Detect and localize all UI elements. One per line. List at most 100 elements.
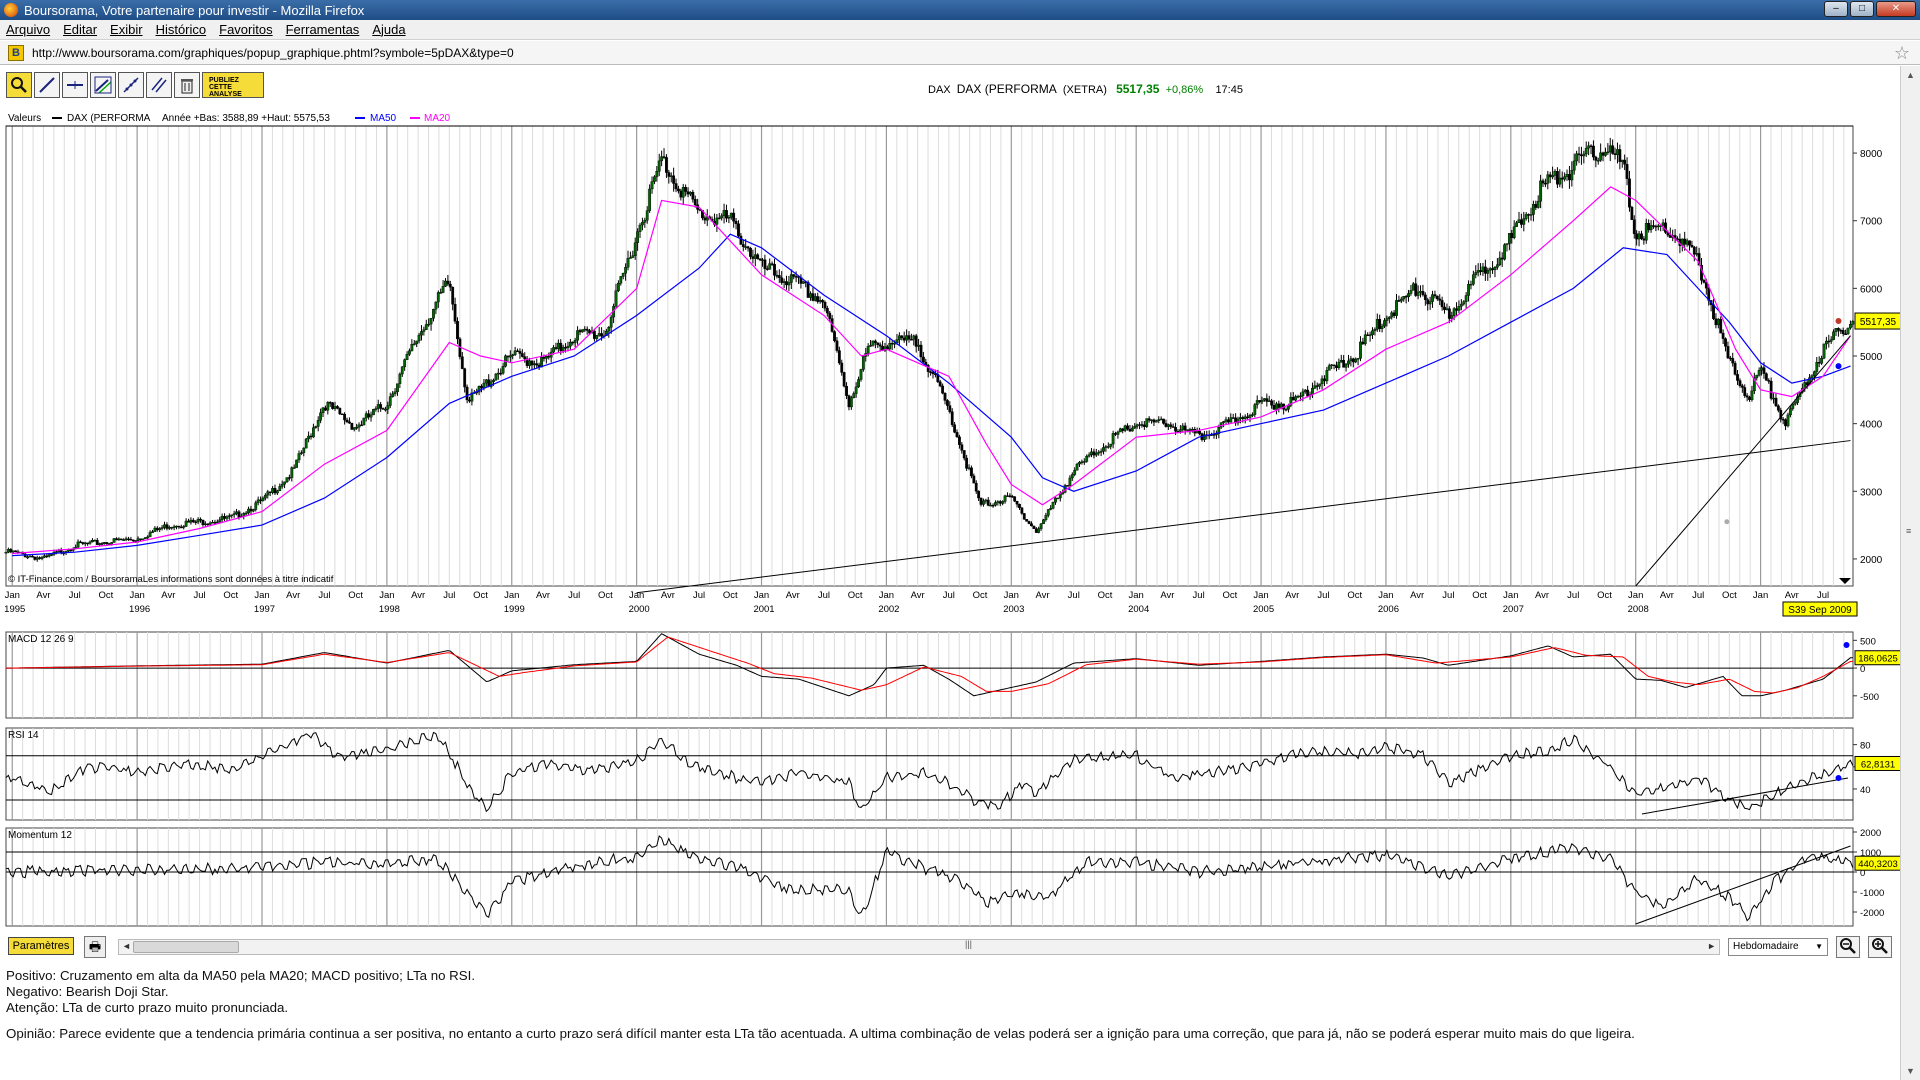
print-icon[interactable]: 🖶	[84, 936, 106, 958]
candle-body	[655, 171, 659, 178]
candle-body	[1147, 418, 1151, 421]
period-select[interactable]: Hebdomadaire ▼	[1728, 938, 1828, 956]
parallel-lines-icon[interactable]	[146, 72, 172, 98]
candle-body	[307, 435, 310, 440]
candle-body	[592, 330, 596, 339]
candle-body	[355, 427, 359, 429]
menu-editar[interactable]: Editar	[63, 22, 98, 37]
candle-body	[811, 293, 815, 301]
candle-body	[278, 486, 282, 492]
candle-body	[501, 365, 505, 374]
candle-body	[333, 406, 337, 409]
menu-favoritos[interactable]: Favoritos	[219, 22, 273, 37]
close-button[interactable]: ✕	[1876, 1, 1916, 17]
candle-body	[352, 427, 356, 430]
vertical-scrollbar[interactable]: ▲ ≡ ▼	[1900, 66, 1920, 1080]
candle-body	[211, 522, 214, 524]
x-tick-month: Jul	[568, 590, 580, 601]
candle-body	[1001, 501, 1005, 504]
horizontal-scrollbar[interactable]: ◄ ||| ►	[118, 939, 1720, 955]
horizontal-line-icon[interactable]	[62, 72, 88, 98]
publish-analysis-button[interactable]: PUBLIEZ CETTE ANALYSE	[202, 72, 264, 98]
candle-body	[1757, 370, 1761, 376]
candle-body	[412, 343, 416, 346]
candle-body	[297, 453, 301, 461]
x-tick-month: Jan	[5, 590, 20, 601]
address-bar[interactable]: B http://www.boursorama.com/graphiques/p…	[0, 41, 1920, 65]
candle-body	[1649, 225, 1653, 231]
menu-arquivo[interactable]: Arquivo	[6, 22, 51, 37]
candle-body	[249, 508, 253, 512]
bookmark-star-icon[interactable]: ☆	[1893, 43, 1910, 63]
candle-body	[110, 542, 114, 545]
scroll-up-icon[interactable]: ▲	[1906, 70, 1915, 80]
candle-body	[1349, 358, 1353, 362]
x-tick-month: Jul	[1317, 590, 1329, 601]
scroll-left-icon[interactable]: ◄	[122, 941, 131, 951]
ma50-line	[12, 233, 1851, 557]
trendline-short	[1635, 335, 1851, 587]
candle-body	[1849, 324, 1852, 329]
candle-body	[1255, 400, 1259, 405]
candle-body	[568, 341, 572, 347]
candle-body	[456, 321, 459, 340]
candle-body	[919, 344, 923, 358]
scroll-down-icon[interactable]: ▼	[1906, 1066, 1915, 1076]
candle-body	[1834, 328, 1838, 332]
zoom-icon[interactable]	[6, 72, 32, 98]
candle-body	[1008, 495, 1012, 497]
candle-body	[1082, 461, 1086, 463]
window-title: Boursorama, Votre partenaire pour invest…	[24, 2, 365, 18]
candle-body	[1443, 306, 1446, 311]
candle-body	[143, 537, 147, 539]
fibonacci-icon[interactable]	[118, 72, 144, 98]
date-badge-text: S39 Sep 2009	[1788, 605, 1852, 616]
candle-body	[842, 372, 846, 387]
candle-body	[50, 554, 54, 556]
scroll-grip-icon[interactable]: ≡	[1906, 526, 1912, 536]
y-tick-label: 2000	[1860, 828, 1881, 839]
parameters-button[interactable]: Paramètres	[8, 937, 74, 955]
menu-exibir[interactable]: Exibir	[110, 22, 143, 37]
candle-body	[1594, 156, 1598, 161]
x-tick-month: Jan	[1253, 590, 1268, 601]
candle-body	[316, 420, 320, 427]
candle-body	[1582, 153, 1586, 157]
candle-body	[1263, 398, 1266, 401]
candle-body	[1054, 497, 1057, 503]
x-tick-month: Jul	[1817, 590, 1829, 601]
candle-body	[979, 497, 983, 505]
scroll-thumb[interactable]	[133, 941, 239, 953]
candle-body	[391, 393, 395, 397]
candle-body	[1335, 365, 1338, 368]
x-tick-month: Oct	[1472, 590, 1487, 601]
candle-body	[494, 373, 498, 381]
candle-body	[424, 324, 428, 330]
candle-body	[225, 516, 229, 519]
candle-body	[573, 339, 577, 344]
zoom-in-button[interactable]	[1868, 936, 1892, 958]
url-text[interactable]: http://www.boursorama.com/graphiques/pop…	[32, 45, 514, 60]
trash-icon[interactable]	[174, 72, 200, 98]
zoom-out-button[interactable]	[1836, 936, 1860, 958]
candle-body	[360, 424, 363, 427]
menu-historico[interactable]: Histórico	[155, 22, 207, 37]
candle-body	[751, 256, 755, 259]
candle-body	[717, 217, 721, 220]
menu-ajuda[interactable]: Ajuda	[372, 22, 406, 37]
x-tick-month: Oct	[598, 590, 613, 601]
trendline-icon[interactable]	[34, 72, 60, 98]
momentum-trendline	[1635, 845, 1851, 925]
minimize-button[interactable]: –	[1824, 1, 1848, 17]
candle-body	[410, 344, 414, 351]
scroll-right-icon[interactable]: ►	[1707, 941, 1716, 951]
channel-icon[interactable]	[90, 72, 116, 98]
candle-body	[1832, 331, 1835, 340]
candle-body	[167, 527, 171, 529]
candle-body	[201, 519, 205, 525]
x-tick-month: Jan	[879, 590, 894, 601]
maximize-button[interactable]: □	[1850, 1, 1874, 17]
x-tick-month: Avr	[1285, 590, 1299, 601]
menu-ferramentas[interactable]: Ferramentas	[285, 22, 360, 37]
